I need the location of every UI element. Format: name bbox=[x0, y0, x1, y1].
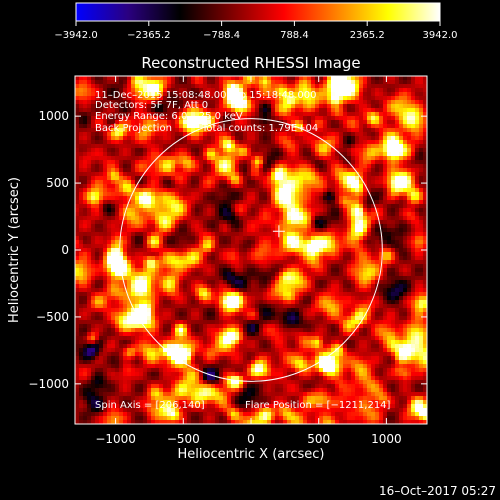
solar-limb-circle bbox=[119, 118, 383, 382]
colorbar-tick-label: −788.4 bbox=[203, 30, 240, 41]
y-axis-label: Heliocentric Y (arcsec) bbox=[7, 177, 22, 323]
colorbar-tick-label: 3942.0 bbox=[423, 30, 458, 41]
annotation-time-range: 11–Dec–2015 15:08:48.000 to 15:18:48.000 bbox=[95, 90, 316, 101]
annotation-energy-range: Energy Range: 6.0 – 25.0 keV bbox=[95, 111, 243, 122]
colorbar-tick-labels: −3942.0 −2365.2 −788.4 788.4 2365.2 3942.0 bbox=[54, 30, 457, 41]
y-tick-label: −500 bbox=[36, 310, 69, 324]
x-tick-label: 1000 bbox=[371, 432, 402, 446]
colorbar bbox=[75, 2, 441, 22]
colorbar-tick-label: 788.4 bbox=[280, 30, 309, 41]
heatmap-image bbox=[75, 76, 427, 424]
annotation-method: Back Projection bbox=[95, 123, 172, 134]
x-tick-label: 0 bbox=[247, 432, 255, 446]
y-tick-label: 1000 bbox=[38, 109, 69, 123]
axis-ticks bbox=[75, 76, 427, 424]
y-tick-label: 0 bbox=[61, 243, 69, 257]
colorbar-tick-label: −3942.0 bbox=[54, 30, 97, 41]
x-tick-label: −1000 bbox=[95, 432, 136, 446]
annotation-flare-position: Flare Position = [−1211,214] bbox=[245, 400, 391, 411]
colorbar-tick-label: 2365.2 bbox=[350, 30, 385, 41]
annotation-spin-axis: Spin Axis = [206,140] bbox=[95, 400, 205, 411]
x-tick-label: −500 bbox=[167, 432, 200, 446]
annotation-total-counts: Total counts: 1.79E+04 bbox=[201, 123, 318, 134]
y-tick-label: −1000 bbox=[28, 377, 69, 391]
x-tick-label: 500 bbox=[307, 432, 330, 446]
y-tick-label: 500 bbox=[46, 176, 69, 190]
colorbar-ticks bbox=[75, 21, 441, 26]
annotation-detectors: Detectors: 5F 7F, Att 0 bbox=[95, 100, 208, 111]
x-tick-labels: −1000 −500 0 500 1000 bbox=[95, 432, 401, 446]
chart-title: Reconstructed RHESSI Image bbox=[141, 54, 360, 72]
footer-timestamp: 16–Oct–2017 05:27 bbox=[379, 484, 496, 498]
colorbar-tick-label: −2365.2 bbox=[127, 30, 170, 41]
y-tick-labels: −1000 −500 0 500 1000 bbox=[28, 109, 69, 391]
spin-axis-marker bbox=[272, 225, 285, 238]
x-axis-label: Heliocentric X (arcsec) bbox=[178, 447, 325, 462]
